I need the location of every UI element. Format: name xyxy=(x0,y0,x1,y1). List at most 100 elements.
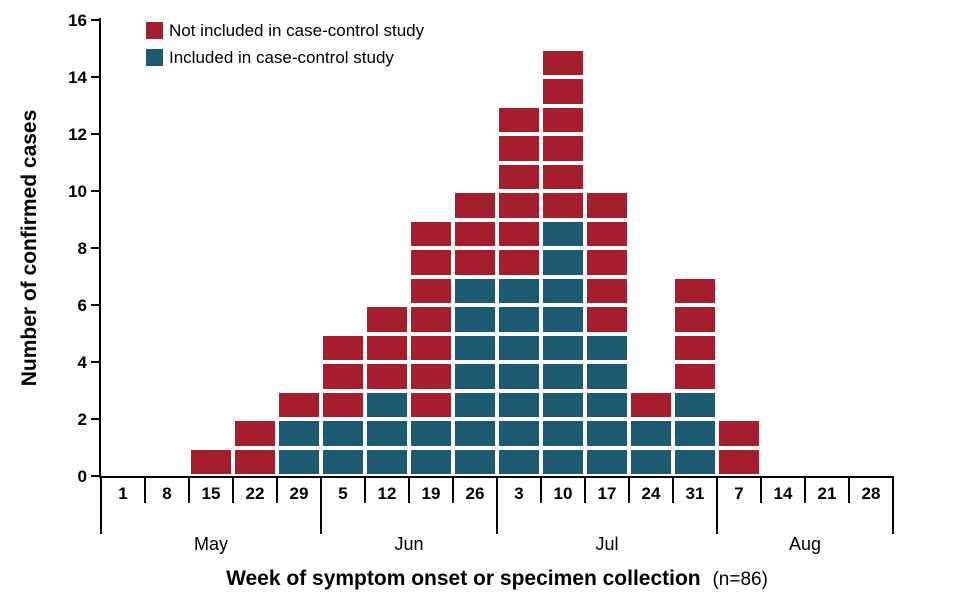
case-cell xyxy=(409,362,453,391)
case-cell xyxy=(673,362,717,391)
y-tick-label: 12 xyxy=(68,125,87,144)
case-cell xyxy=(409,333,453,362)
case-cell xyxy=(585,305,629,334)
case-cell xyxy=(541,276,585,305)
week-tick xyxy=(188,476,190,503)
case-cell xyxy=(585,390,629,419)
week-tick xyxy=(408,476,410,503)
case-cell xyxy=(541,447,585,476)
case-cell xyxy=(541,248,585,277)
case-cell xyxy=(717,447,761,476)
x-tick-label: 21 xyxy=(817,484,837,503)
month-label: Jun xyxy=(394,534,424,554)
case-cell xyxy=(365,305,409,334)
case-cell xyxy=(673,276,717,305)
case-cell xyxy=(585,191,629,220)
y-tick-label: 4 xyxy=(77,353,87,372)
month-label: Aug xyxy=(788,534,822,554)
case-cell xyxy=(409,447,453,476)
case-cell xyxy=(365,333,409,362)
x-tick-label: 8 xyxy=(162,484,172,503)
case-cell xyxy=(497,276,541,305)
y-axis-tick xyxy=(91,76,99,78)
case-cell xyxy=(629,447,673,476)
case-cell xyxy=(277,390,321,419)
case-cell xyxy=(453,419,497,448)
case-cell xyxy=(541,419,585,448)
case-cell xyxy=(541,105,585,134)
x-tick-label: 29 xyxy=(289,484,309,503)
case-cell xyxy=(453,305,497,334)
week-tick xyxy=(760,476,762,503)
case-cell xyxy=(497,305,541,334)
y-axis-line xyxy=(99,18,101,478)
case-cell xyxy=(365,419,409,448)
legend-label-not-included: Not included in case-control study xyxy=(169,20,425,40)
case-cell xyxy=(497,248,541,277)
x-tick-label: 24 xyxy=(641,484,661,503)
y-axis-tick xyxy=(91,475,99,477)
y-axis-tick xyxy=(91,190,99,192)
case-cell xyxy=(497,419,541,448)
x-tick-label: 22 xyxy=(245,484,265,503)
case-cell xyxy=(541,333,585,362)
case-cell xyxy=(629,419,673,448)
case-cell xyxy=(541,219,585,248)
case-cell xyxy=(453,219,497,248)
x-axis-title-count: (n=86) xyxy=(712,569,768,590)
case-cell xyxy=(453,447,497,476)
x-axis-title-main: Week of symptom onset or specimen collec… xyxy=(226,567,701,590)
month-boundary-tick xyxy=(892,476,894,534)
case-cell xyxy=(585,362,629,391)
week-tick xyxy=(584,476,586,503)
y-axis-tick xyxy=(91,418,99,420)
legend-swatch-not-included-icon xyxy=(146,22,163,39)
month-boundary-tick xyxy=(716,476,718,534)
case-cell xyxy=(541,48,585,77)
x-tick-label: 5 xyxy=(338,484,348,503)
case-cell xyxy=(321,362,365,391)
x-tick-label: 12 xyxy=(377,484,397,503)
case-cell xyxy=(453,276,497,305)
case-cell xyxy=(585,333,629,362)
case-cell xyxy=(365,362,409,391)
y-axis-tick xyxy=(91,304,99,306)
legend-label-included: Included in case-control study xyxy=(169,47,394,67)
y-tick-label: 8 xyxy=(77,239,87,258)
legend-swatch-included-icon xyxy=(146,49,163,66)
week-tick xyxy=(804,476,806,503)
case-cell xyxy=(541,162,585,191)
y-tick-label: 6 xyxy=(77,296,87,315)
case-cell xyxy=(585,276,629,305)
x-tick-label: 19 xyxy=(421,484,441,503)
case-cell xyxy=(541,191,585,220)
week-tick xyxy=(452,476,454,503)
y-tick-label: 0 xyxy=(77,467,87,486)
case-cell xyxy=(233,447,277,476)
week-tick xyxy=(232,476,234,503)
case-cell xyxy=(409,276,453,305)
case-cell xyxy=(497,162,541,191)
case-cell xyxy=(497,390,541,419)
week-tick xyxy=(848,476,850,503)
x-tick-label: 17 xyxy=(597,484,617,503)
week-tick xyxy=(144,476,146,503)
case-cell xyxy=(409,390,453,419)
case-cell xyxy=(409,419,453,448)
y-axis-tick xyxy=(91,361,99,363)
x-tick-label: 1 xyxy=(118,484,128,503)
case-cell xyxy=(629,390,673,419)
case-cell xyxy=(497,447,541,476)
case-cell xyxy=(321,447,365,476)
y-tick-label: 2 xyxy=(77,410,87,429)
case-cell xyxy=(453,390,497,419)
x-tick-label: 3 xyxy=(514,484,524,503)
case-cell xyxy=(321,333,365,362)
legend-item-not-included: Not included in case-control study xyxy=(146,17,424,44)
month-boundary-tick xyxy=(100,476,102,534)
case-cell xyxy=(409,219,453,248)
case-cell xyxy=(673,447,717,476)
case-cell xyxy=(673,390,717,419)
x-tick-label: 28 xyxy=(861,484,881,503)
